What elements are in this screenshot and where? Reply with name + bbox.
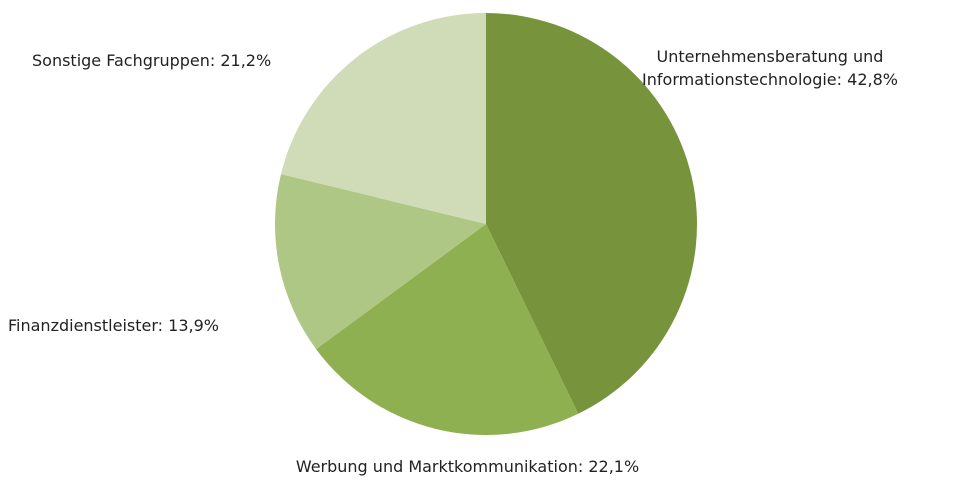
pie-slice: [280, 13, 486, 224]
category-label: Finanzdienstleister:: [8, 316, 164, 335]
slice-label: Finanzdienstleister: 13,9%: [8, 314, 219, 337]
category-label: Unternehmensberatung und Informationstec…: [642, 47, 884, 89]
slice-label: Unternehmensberatung und Informationstec…: [630, 45, 910, 91]
value-label: 13,9%: [168, 316, 219, 335]
value-label: 21,2%: [220, 51, 272, 70]
pie-slice: [486, 13, 697, 414]
value-label: 22,1%: [588, 457, 640, 476]
slice-label: Werbung und Marktkommunikation: 22,1%: [290, 455, 645, 478]
slice-label: Sonstige Fachgruppen: 21,2%: [32, 49, 271, 72]
category-label: Sonstige Fachgruppen:: [32, 51, 216, 70]
pie-slice: [275, 174, 486, 350]
category-label: Werbung und Marktkommunikation:: [295, 457, 584, 476]
pie-slice: [316, 224, 579, 435]
value-label: 42,8%: [847, 70, 898, 89]
